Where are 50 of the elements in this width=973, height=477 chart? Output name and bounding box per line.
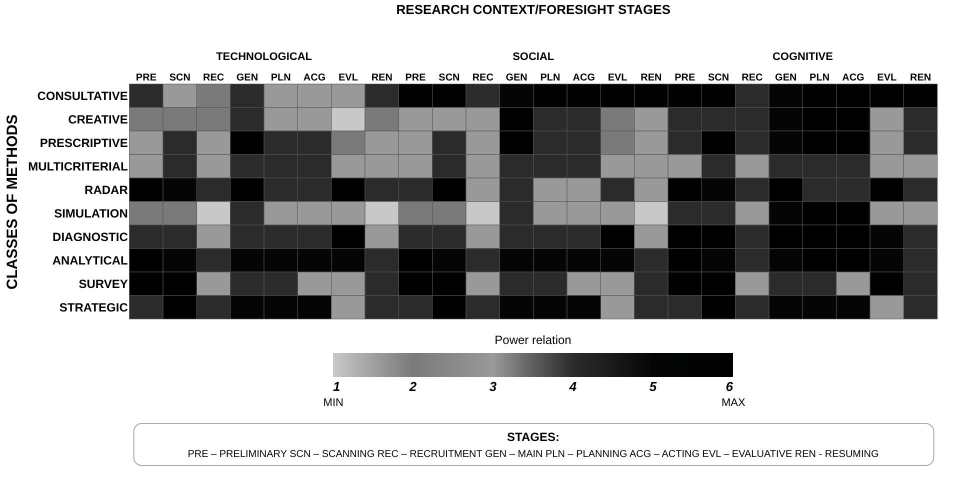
color-bar-label: 5	[649, 379, 658, 394]
color-bar-label: 4	[568, 379, 578, 394]
x-tick-label: PLN	[810, 72, 830, 84]
text: STAGES:	[507, 430, 560, 444]
x-tick-label: REN	[640, 72, 662, 84]
y-tick-label: RADAR	[84, 182, 128, 197]
y-tick-label: PRESCRIPTIVE	[40, 136, 128, 150]
x-tick-label: SCN	[438, 72, 460, 84]
y-tick-label: MULTICRITERIAL	[28, 159, 128, 174]
legend-title: Power relation	[494, 333, 572, 347]
text: MAX	[721, 397, 746, 409]
x-tick-label: PRE	[136, 72, 157, 84]
color-bar-label: 2	[408, 379, 418, 394]
text: MIN	[323, 397, 344, 409]
x-tick-label: GEN	[236, 72, 258, 84]
x-tick-label: EVL	[877, 72, 897, 84]
y-tick-label: SURVEY	[78, 276, 128, 291]
y-tick-label: SIMULATION	[54, 206, 128, 220]
y-tick-label: ANALYTICAL	[52, 253, 128, 268]
x-tick-label: SCN	[169, 72, 190, 84]
x-tick-label: ACG	[572, 72, 596, 84]
x-tick-label: REC	[202, 72, 224, 84]
x-tick-label: REC	[472, 72, 494, 84]
color-bar-label: 1	[333, 379, 340, 394]
x-tick-label: PRE	[405, 72, 426, 84]
x-tick-label: REC	[742, 72, 763, 84]
x-tick-label: PRE	[674, 72, 696, 84]
y-tick-label: CONSULTATIVE	[37, 88, 128, 103]
color-bar-label: 3	[489, 379, 498, 394]
x-tick-label: PLN	[270, 72, 291, 84]
x-tick-label: REN	[910, 72, 932, 84]
chart-title: RESEARCH CONTEXT/FORESIGHT STAGES	[396, 2, 671, 17]
x-tick-label: ACG	[842, 72, 865, 84]
y-tick-label: STRATEGIC	[59, 300, 128, 314]
y-tick-label: DIAGNOSTIC	[52, 230, 128, 244]
color-bar-label: 6	[726, 379, 734, 394]
text: PRE – PRELIMINARY SCN – SCANNING REC – RECRUITMENT GEN – MAIN PLN – PLANNING ACG – ACTING EVL – EVALUATIVE REN - RESUMING	[188, 449, 880, 460]
text: COGNITIVE	[772, 51, 833, 63]
x-tick-label: SCN	[708, 72, 730, 84]
x-tick-label: REN	[371, 72, 392, 84]
text: SOCIAL	[512, 51, 554, 63]
x-tick-label: PLN	[540, 72, 560, 84]
x-tick-label: EVL	[608, 72, 628, 84]
x-tick-label: ACG	[303, 72, 326, 84]
x-tick-label: EVL	[338, 72, 358, 84]
text: TECHNOLOGICAL	[216, 51, 312, 63]
x-tick-label: GEN	[775, 72, 797, 84]
x-tick-label: GEN	[506, 72, 528, 84]
y-tick-label: CREATIVE	[68, 112, 128, 126]
y-axis-title: CLASSES OF METHODS	[4, 114, 22, 290]
